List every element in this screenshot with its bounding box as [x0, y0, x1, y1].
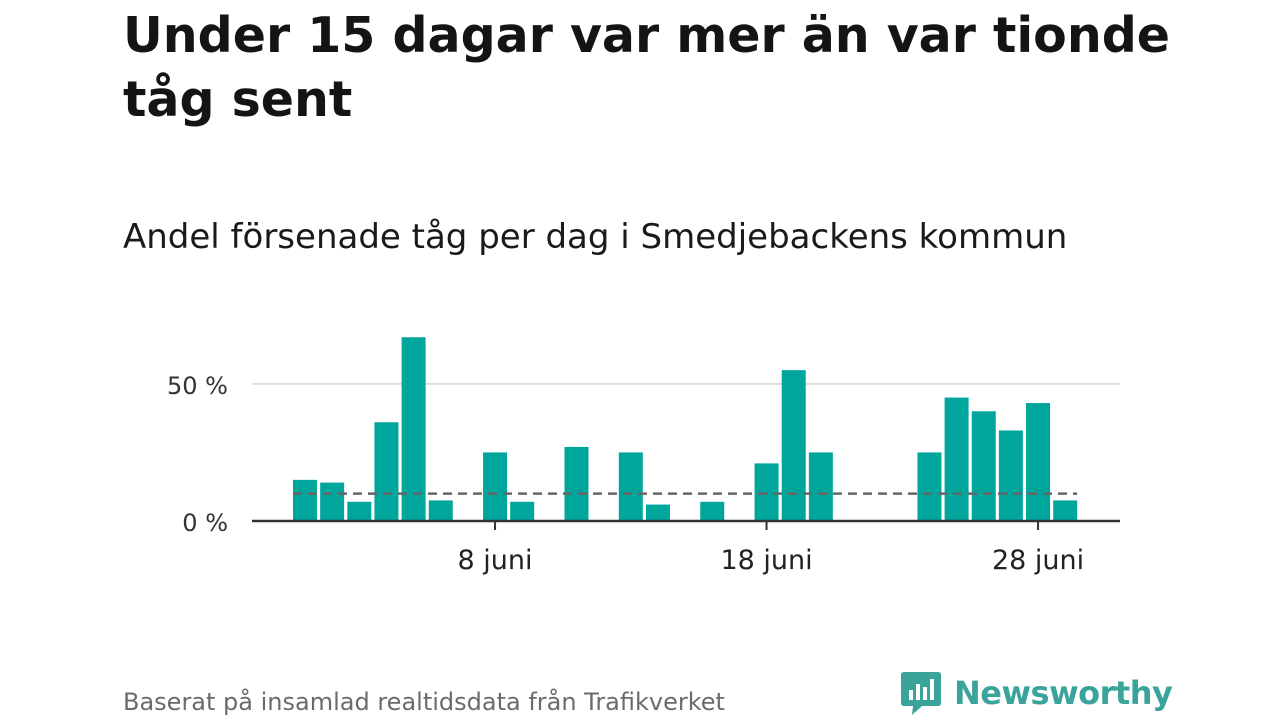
source-note: Baserat på insamlad realtidsdata från Tr…: [123, 688, 725, 716]
newsworthy-logo-icon: [901, 672, 941, 715]
bar: [428, 500, 453, 521]
bar: [754, 463, 779, 521]
bar: [917, 452, 942, 521]
bar: [347, 501, 372, 521]
bar: [320, 482, 345, 521]
bar: [510, 501, 535, 521]
bar: [483, 452, 508, 521]
bar: [781, 370, 806, 521]
bar: [401, 337, 426, 521]
bar: [374, 422, 399, 521]
bar: [293, 479, 317, 521]
bar: [944, 397, 969, 521]
bar: [618, 452, 643, 521]
bar: [808, 452, 833, 521]
x-tick-label: 28 juni: [992, 545, 1084, 576]
y-tick-label: 0 %: [182, 509, 228, 537]
y-tick-label: 50 %: [167, 372, 228, 400]
x-tick-label: 18 juni: [720, 545, 812, 576]
chart-title: Under 15 dagar var mer än var tionde tåg…: [123, 7, 1171, 128]
chart-subtitle: Andel försenade tåg per dag i Smedjeback…: [123, 217, 1068, 257]
brand-name: Newsworthy: [954, 674, 1173, 712]
x-tick-label: 8 juni: [458, 545, 533, 576]
bar: [700, 501, 725, 521]
bar: [998, 430, 1023, 521]
bar: [1053, 500, 1078, 521]
brand-logo: Newsworthy: [900, 668, 1173, 718]
bar: [564, 446, 589, 521]
bar: [971, 411, 996, 521]
bar: [1026, 403, 1051, 521]
bar: [645, 504, 670, 521]
